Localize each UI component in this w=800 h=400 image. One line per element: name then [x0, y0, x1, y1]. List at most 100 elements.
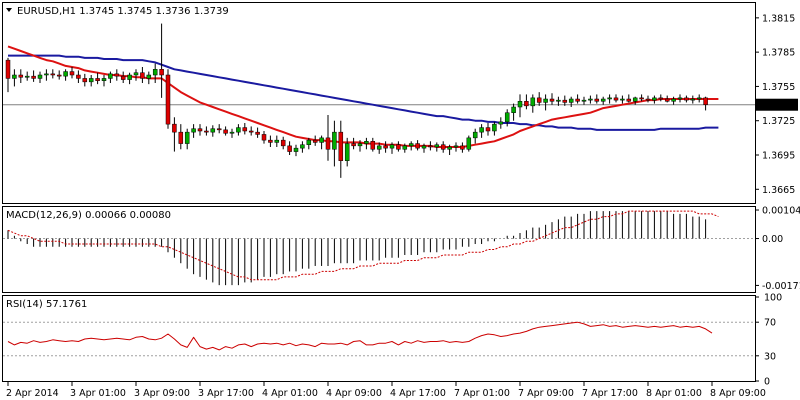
candle-body — [159, 69, 164, 76]
dropdown-triangle-icon[interactable] — [6, 8, 12, 12]
candle-body — [133, 72, 139, 76]
price-tick-label: 1.3665 — [762, 185, 795, 196]
price-tick-label: 1.3755 — [762, 82, 795, 93]
macd-panel-frame — [2, 206, 756, 293]
price-tick-label: 1.3725 — [762, 116, 795, 127]
candle-body — [498, 121, 504, 125]
candle-body — [197, 128, 203, 132]
candle-body — [671, 98, 676, 102]
candle-body — [408, 143, 414, 147]
candle-body — [319, 137, 324, 143]
candle-body — [357, 143, 363, 147]
time-tick-label: 4 Apr 09:00 — [326, 388, 382, 399]
moving-average-fast — [7, 45, 719, 148]
candle-body — [620, 98, 625, 101]
candle-body — [325, 137, 331, 150]
candle-body — [37, 74, 43, 79]
candle-body — [472, 131, 478, 139]
candle-body — [300, 144, 305, 149]
price-tick-label: 1.3815 — [762, 13, 795, 24]
candle-body — [447, 146, 452, 150]
candle-body — [338, 131, 344, 161]
candle-body — [677, 97, 683, 100]
candle-body — [236, 127, 241, 133]
candle-body — [31, 75, 36, 79]
price-panel-frame — [2, 2, 756, 204]
candle-body — [146, 74, 152, 79]
candle-body — [370, 141, 376, 150]
current-price-tag-text: 1.3739 — [762, 100, 795, 111]
time-tick-label: 8 Apr 01:00 — [646, 388, 702, 399]
candle-body — [530, 97, 536, 107]
current-price-tag: 1.3739 — [756, 98, 798, 111]
time-tick-label: 3 Apr 09:00 — [134, 388, 190, 399]
macd-signal-line — [7, 210, 719, 281]
candle-body — [63, 71, 68, 77]
candle-body — [191, 128, 196, 133]
candle-body — [466, 137, 472, 150]
price-axis: 1.3815 1.3785 1.3755 1.3725 1.3695 1.3665 — [755, 13, 795, 196]
candle-body — [664, 98, 670, 102]
candle-body — [351, 143, 356, 147]
candle-body — [312, 139, 318, 143]
candle-body — [261, 134, 267, 141]
rsi-panel-frame — [2, 295, 756, 382]
candle-body — [434, 144, 440, 148]
candle-body — [549, 98, 555, 102]
rsi-axis: 100 70 30 0 — [3, 293, 782, 388]
moving-average-slow — [8, 54, 719, 131]
candle-body — [556, 99, 561, 102]
time-tick-label: 7 Apr 17:00 — [582, 388, 638, 399]
candle-body — [389, 144, 395, 149]
rsi-tick-label: 70 — [764, 318, 776, 329]
candle-body — [12, 74, 17, 79]
symbol-info: EURUSD,H1 1.3745 1.3745 1.3736 1.3739 — [17, 6, 229, 17]
candle-body — [658, 97, 664, 100]
candle-body — [396, 144, 401, 150]
candle-body — [421, 145, 427, 149]
ma-slow-path — [8, 54, 719, 131]
candle-body — [95, 78, 100, 81]
candle-body — [76, 74, 81, 79]
candle-body — [440, 144, 446, 150]
candle-body — [248, 130, 254, 133]
time-tick-label: 7 Apr 01:00 — [454, 388, 510, 399]
candle-body — [56, 74, 62, 77]
candle-body — [626, 98, 632, 102]
candle-body — [82, 78, 88, 83]
macd-panel[interactable]: 0.00104 0.00 -0.00171 MACD(12,26,9) 0.0006… — [2, 206, 800, 293]
candle-body — [88, 78, 94, 83]
candle-body — [696, 97, 702, 100]
candle-body — [44, 73, 49, 76]
candle-body — [332, 131, 337, 150]
candle-body — [50, 73, 56, 76]
rsi-panel[interactable]: 100 70 30 0 RSI(14) 57.1761 — [2, 293, 783, 388]
candle-body — [453, 145, 459, 148]
rsi-tick-label: 30 — [764, 351, 776, 362]
candle-body — [524, 101, 529, 107]
rsi-path — [7, 321, 713, 351]
candle-body — [511, 106, 516, 113]
candle-body — [607, 97, 612, 100]
candle-body — [645, 98, 651, 101]
candle-body — [428, 145, 433, 148]
candle-body — [492, 123, 497, 132]
candle-body — [485, 127, 491, 132]
candle-body — [690, 98, 696, 101]
candle-body — [204, 130, 209, 133]
candle-body — [536, 97, 542, 103]
candle-body — [229, 131, 235, 134]
candle-body — [543, 98, 548, 103]
candle-body — [588, 98, 593, 101]
price-tick-label: 1.3695 — [762, 151, 795, 162]
candle-body — [594, 98, 600, 102]
current-price-tag-bg — [756, 98, 798, 111]
price-panel[interactable]: 1.3815 1.3785 1.3755 1.3725 1.3695 1.3665 EUR… — [2, 2, 799, 204]
candle-body — [460, 145, 465, 150]
candle-body — [364, 141, 369, 144]
rsi-line — [7, 321, 713, 351]
candle-body — [178, 131, 184, 144]
candle-body — [613, 97, 619, 101]
time-axis: 2 Apr 2014 3 Apr 01:00 3 Apr 09:00 3 Apr 17… — [6, 382, 766, 399]
